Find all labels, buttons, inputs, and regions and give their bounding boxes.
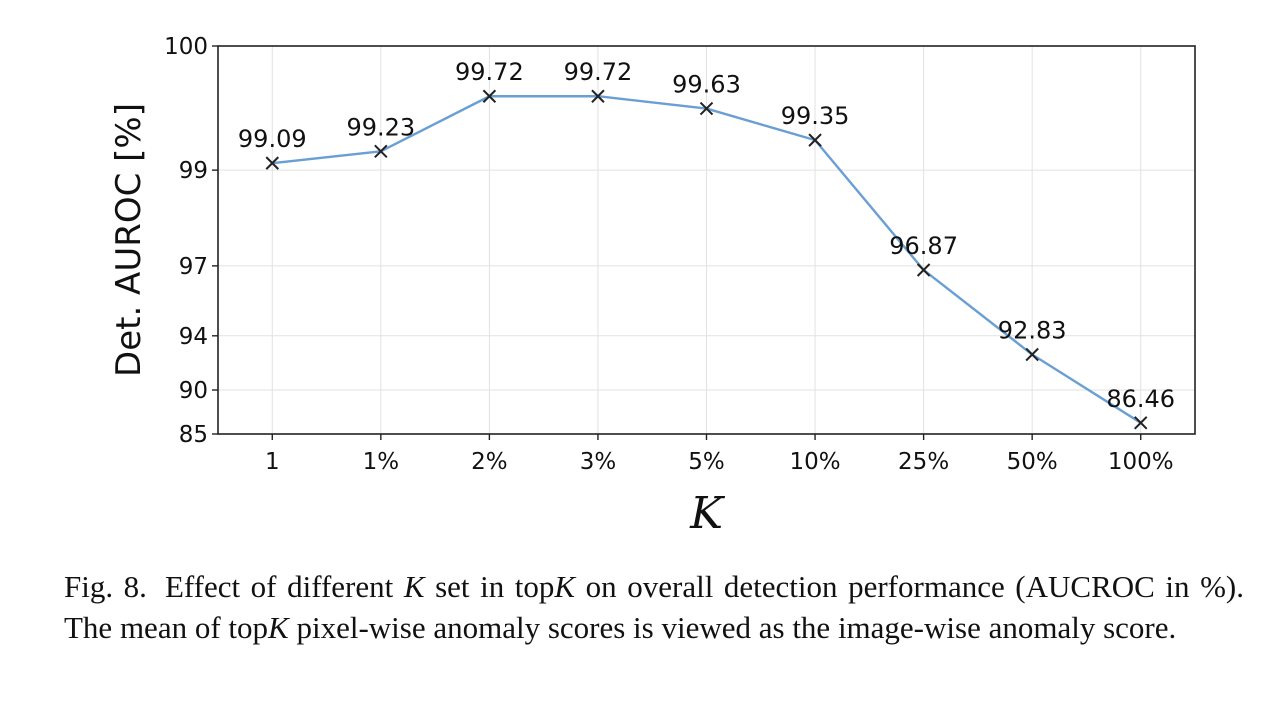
y-tick-label: 85 (179, 422, 208, 448)
x-tick-label: 3% (580, 449, 617, 475)
caption-text-segment: on overall detection performance (AUCROC… (64, 569, 1244, 645)
data-label: 99.23 (346, 113, 415, 141)
caption-text: Effect of different K set in topK on ove… (64, 569, 1244, 645)
data-point-marker (1025, 347, 1039, 362)
data-point-marker (591, 89, 605, 103)
marker-stroke (699, 101, 714, 116)
marker-stroke (916, 263, 931, 277)
grid-lines (218, 45, 1195, 435)
marker-stroke (265, 156, 279, 170)
data-labels: 99.09 99.23 99.72 99.72 99.63 99.35 96.87 92.83… (238, 58, 1175, 413)
series-layer (265, 89, 1148, 430)
data-point-marker (916, 263, 931, 277)
caption-text-segment: set in top (424, 569, 555, 604)
marker-stroke (808, 133, 822, 147)
y-tick-label: 94 (179, 324, 208, 350)
x-tick-label: 1% (363, 449, 400, 475)
marker-stroke (374, 144, 388, 159)
x-axis-label: K (689, 488, 725, 539)
caption-text-segment: Effect of different (164, 569, 404, 604)
y-tick-label: 90 (179, 378, 208, 404)
figure-caption: Fig. 8. Effect of different K set in topK… (64, 566, 1244, 648)
x-tick-label: 100% (1108, 449, 1174, 475)
data-label: 99.35 (781, 102, 850, 130)
y-axis-label: Det. AUROC [%] (109, 103, 149, 377)
caption-text-segment: pixel-wise anomaly scores is viewed as t… (288, 610, 1177, 645)
marker-stroke (1025, 347, 1039, 362)
marker-stroke (482, 89, 497, 103)
data-point-marker (374, 144, 388, 159)
x-tick-label: 2% (471, 449, 508, 475)
data-point-marker (699, 101, 714, 116)
marker-stroke (591, 89, 605, 103)
x-tick-label: 50% (1007, 449, 1058, 475)
caption-italic-symbol: K (268, 610, 289, 645)
x-tick-label: 10% (789, 449, 840, 475)
x-tick-label: 5% (688, 449, 725, 475)
x-tick-label: 1 (265, 449, 280, 475)
marker-stroke (1134, 416, 1148, 430)
data-label: 99.72 (455, 58, 524, 86)
caption-italic-symbol: K (554, 569, 576, 604)
data-label: 99.72 (564, 58, 633, 86)
data-point-marker (1134, 416, 1148, 430)
y-tick-label: 100 (164, 34, 208, 60)
y-tick-label: 97 (179, 254, 208, 280)
data-label: 96.87 (889, 232, 958, 260)
data-point-marker (482, 89, 497, 103)
data-label: 86.46 (1106, 385, 1175, 413)
x-tick-label: 25% (898, 449, 949, 475)
data-label: 92.83 (998, 317, 1067, 345)
y-axis-ticks: 100 99 97 94 90 85 (164, 34, 218, 448)
caption-italic-symbol: K (403, 569, 425, 604)
data-label: 99.63 (672, 71, 741, 99)
figure-number: Fig. 8. (64, 569, 147, 604)
x-axis-ticks: 1 1% 2% 3% 5% 10% 25% 50% 100% (265, 434, 1174, 475)
data-point-marker (265, 156, 279, 170)
line-chart: 100 99 97 94 90 85 1 1% 2% 3% 5% 10% 25% 50% 100% 99.… (109, 34, 1196, 539)
y-tick-label: 99 (179, 158, 208, 184)
data-label: 99.09 (238, 125, 307, 153)
data-point-marker (808, 133, 822, 147)
